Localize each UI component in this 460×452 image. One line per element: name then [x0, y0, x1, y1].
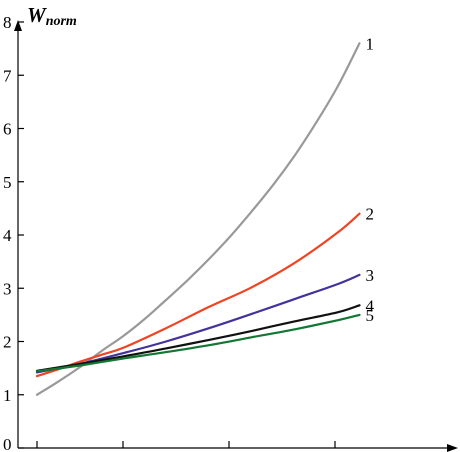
series-label-1: 1	[366, 34, 375, 53]
y-axis-label-subscript: norm	[46, 14, 77, 29]
y-axis-label-main: W	[27, 3, 47, 27]
x-ticks	[36, 441, 336, 448]
y-tick-label-5: 5	[3, 173, 12, 192]
series-label-2: 2	[366, 205, 375, 224]
series-line-4	[35, 304, 361, 372]
y-tick-label-7: 7	[3, 66, 12, 85]
series-line-2	[35, 212, 361, 378]
y-tick-label-8: 8	[3, 13, 12, 32]
y-tick-label-0: 0	[3, 435, 12, 452]
y-ticks: 0 1 2 3 4 5 6 7 8	[3, 13, 24, 452]
y-tick-label-2: 2	[3, 333, 12, 352]
series-lines	[35, 42, 361, 396]
y-tick-label-4: 4	[3, 226, 12, 245]
svg-text:Wnorm: Wnorm	[27, 3, 77, 29]
series-label-5: 5	[366, 306, 375, 325]
y-tick-label-1: 1	[3, 386, 12, 405]
y-tick-label-6: 6	[3, 120, 12, 139]
y-axis-label: Wnorm	[27, 3, 77, 29]
series-labels: 1 2 3 45	[366, 34, 375, 325]
x-axis-arrow	[447, 444, 458, 452]
series-line-3	[35, 273, 361, 374]
series-line-5	[35, 313, 361, 373]
series-label-4: 4	[366, 296, 375, 315]
y-tick-label-3: 3	[3, 279, 12, 298]
series-label-3: 3	[366, 266, 375, 285]
axes	[14, 20, 458, 452]
y-axis-arrow	[14, 20, 22, 31]
